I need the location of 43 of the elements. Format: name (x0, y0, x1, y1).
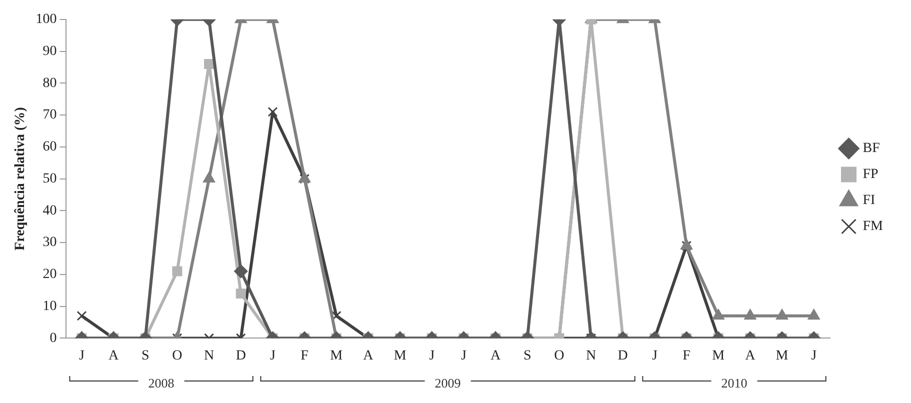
x-tick-label: M (330, 348, 344, 364)
y-tick-label: 70 (42, 108, 57, 123)
legend-label: FM (862, 219, 884, 234)
text: 2010 (721, 375, 748, 390)
y-tick-label: 0 (50, 330, 57, 346)
y-tick-label: 90 (42, 44, 57, 59)
x-tick-label: F (682, 348, 691, 364)
x-tick-label: N (204, 348, 214, 364)
x-tick-label: A (363, 348, 374, 364)
y-tick-label: 50 (42, 171, 57, 186)
x-tick-label: J (811, 348, 818, 364)
y-tick-label: 40 (42, 203, 57, 218)
x-tick-label: J (652, 348, 658, 364)
x-tick-label: S (141, 348, 150, 364)
x-tick-label: J (460, 348, 467, 364)
text: 2008 (148, 375, 174, 390)
y-tick-label: 30 (42, 235, 57, 250)
y-axis-title: Frequência relativa (%) (13, 106, 28, 250)
y-tick-label: 100 (36, 12, 57, 28)
x-tick-label: S (523, 348, 532, 364)
x-tick-label: O (172, 348, 182, 364)
x-tick-label: N (586, 348, 596, 364)
legend-label: FI (862, 193, 876, 208)
x-tick-label: D (236, 348, 246, 364)
y-tick-label: 80 (42, 76, 57, 91)
text: 2009 (434, 375, 461, 390)
y-tick-label: 20 (42, 267, 57, 282)
x-tick-label: A (490, 348, 502, 364)
x-tick-label: A (745, 348, 756, 364)
x-tick-label: M (776, 348, 789, 364)
x-tick-label: F (300, 348, 309, 364)
x-tick-label: J (78, 348, 85, 364)
x-tick-label: M (712, 348, 726, 364)
x-tick-label: A (108, 348, 120, 364)
x-tick-label: D (618, 348, 628, 364)
y-tick-label: 10 (42, 298, 57, 314)
x-tick-label: M (394, 348, 407, 364)
x-tick-label: J (429, 348, 436, 364)
x-tick-label: J (270, 348, 276, 364)
legend-label: BF (862, 141, 880, 156)
legend-label: FP (862, 167, 879, 182)
y-tick-label: 60 (42, 140, 57, 155)
x-tick-label: O (554, 348, 564, 364)
